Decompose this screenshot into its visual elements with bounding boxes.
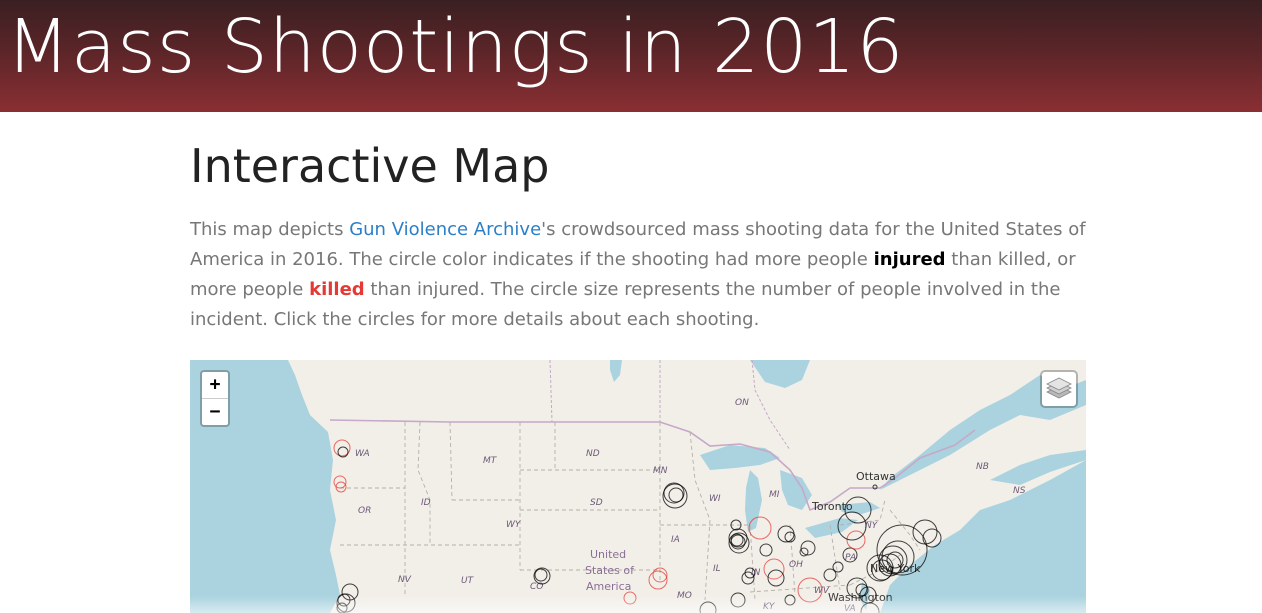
- st-lawrence: [880, 375, 1086, 490]
- label-wa: WA: [355, 449, 370, 459]
- intro-text-2: 's crowdsourced mass shooting data for t…: [190, 219, 1086, 270]
- label-sd: SD: [590, 498, 603, 508]
- intro-paragraph: This map depicts Gun Violence Archive's …: [190, 215, 1090, 335]
- lake-superior: [700, 445, 780, 470]
- intro-text-3: than killed, or more people: [190, 249, 1076, 300]
- zoom-control: + −: [200, 370, 230, 427]
- label-ns: NS: [1013, 486, 1026, 496]
- incident-circle[interactable]: [823, 568, 837, 582]
- gun-violence-archive-link[interactable]: Gun Violence Archive: [349, 219, 542, 240]
- incident-circle[interactable]: [668, 487, 684, 503]
- incident-circle[interactable]: [878, 553, 902, 577]
- intro-text-1: This map depicts: [190, 219, 350, 240]
- incident-circle[interactable]: [333, 439, 351, 457]
- incident-circle[interactable]: [728, 532, 750, 554]
- incident-circle[interactable]: [759, 543, 773, 557]
- label-in: IN: [751, 568, 761, 578]
- ottawa-marker: [872, 484, 878, 490]
- label-toronto: Toronto: [811, 500, 853, 513]
- label-ky: KY: [763, 602, 776, 612]
- label-ut: UT: [461, 576, 475, 586]
- incident-circle[interactable]: [533, 567, 551, 585]
- incident-circle[interactable]: [741, 571, 755, 585]
- gulf-st-lawrence: [990, 450, 1086, 485]
- incident-circle[interactable]: [728, 528, 748, 548]
- incident-circle[interactable]: [876, 524, 928, 576]
- incident-circle[interactable]: [784, 594, 796, 606]
- incident-circle[interactable]: [844, 496, 872, 524]
- label-mi: MI: [769, 490, 780, 500]
- incident-circle[interactable]: [763, 558, 785, 580]
- label-united: United: [590, 548, 626, 561]
- label-or: OR: [358, 506, 371, 516]
- page-header: Mass Shootings in 2016: [0, 0, 1262, 112]
- label-nv: NV: [398, 575, 412, 585]
- northern-water: [750, 360, 810, 388]
- incident-circle[interactable]: [730, 592, 746, 608]
- atlantic-ocean: [880, 460, 1086, 613]
- incident-circle[interactable]: [878, 545, 908, 575]
- intro-text-4: than injured. The circle size represents…: [190, 279, 1061, 330]
- label-il: IL: [713, 564, 721, 574]
- page-title: Mass Shootings in 2016: [6, 4, 905, 90]
- label-nb: NB: [976, 462, 989, 472]
- lake-huron: [780, 470, 812, 510]
- incident-circle[interactable]: [832, 561, 844, 573]
- label-ia: IA: [671, 535, 680, 545]
- injured-keyword: injured: [873, 249, 946, 270]
- layers-icon: [1046, 377, 1072, 399]
- canada-us-border: [329, 419, 976, 512]
- incident-circle[interactable]: [336, 593, 356, 613]
- incident-circle[interactable]: [648, 570, 668, 590]
- label-ottawa: Ottawa: [856, 470, 896, 483]
- incident-circle[interactable]: [335, 481, 347, 493]
- label-wy: WY: [506, 520, 522, 530]
- incident-circle[interactable]: [922, 528, 942, 548]
- incident-circle[interactable]: [784, 531, 796, 543]
- lake-erie: [805, 518, 858, 538]
- incident-circle[interactable]: [730, 533, 744, 547]
- map-tiles: ON WA MT ND MN OR ID WY SD WI MI IA NV U…: [190, 360, 1086, 613]
- label-on: ON: [735, 398, 749, 408]
- label-va: VA: [844, 604, 856, 613]
- zoom-out-button[interactable]: −: [209, 401, 221, 422]
- section-title: Interactive Map: [190, 139, 550, 193]
- label-states-of: States of: [585, 564, 635, 577]
- incident-circle[interactable]: [800, 540, 816, 556]
- label-mn: MN: [653, 466, 668, 476]
- label-co: CO: [530, 582, 543, 592]
- label-mo: MO: [677, 591, 692, 601]
- incident-circle[interactable]: [767, 569, 785, 587]
- incident-circle[interactable]: [333, 475, 347, 489]
- incident-circle[interactable]: [662, 483, 688, 509]
- province-border: [549, 360, 791, 451]
- killed-keyword: killed: [309, 279, 365, 300]
- label-america: America: [586, 580, 631, 593]
- label-nd: ND: [586, 449, 600, 459]
- layers-control-button[interactable]: [1040, 370, 1078, 408]
- label-mt: MT: [483, 456, 498, 466]
- label-ny: NY: [865, 521, 879, 531]
- incident-circle[interactable]: [748, 516, 772, 540]
- incident-circle[interactable]: [842, 547, 858, 563]
- zoom-in-button[interactable]: +: [202, 372, 228, 399]
- incident-circle[interactable]: [730, 519, 742, 531]
- small-lake: [610, 360, 622, 382]
- label-id: ID: [421, 498, 431, 508]
- incident-circle[interactable]: [337, 446, 349, 458]
- incident-circle[interactable]: [623, 591, 637, 605]
- label-pa: PA: [845, 553, 856, 563]
- lake-michigan: [745, 470, 762, 532]
- label-oh: OH: [789, 560, 803, 570]
- incident-circle[interactable]: [534, 568, 548, 582]
- incident-circle[interactable]: [799, 547, 809, 557]
- incident-circle[interactable]: [886, 551, 904, 569]
- interactive-map[interactable]: ON WA MT ND MN OR ID WY SD WI MI IA NV U…: [190, 360, 1086, 613]
- label-wi: WI: [709, 494, 721, 504]
- incident-circle[interactable]: [837, 511, 867, 541]
- incident-circle[interactable]: [663, 482, 685, 504]
- incident-circle[interactable]: [652, 567, 668, 583]
- incident-circle[interactable]: [846, 530, 866, 550]
- incident-circle[interactable]: [699, 601, 717, 613]
